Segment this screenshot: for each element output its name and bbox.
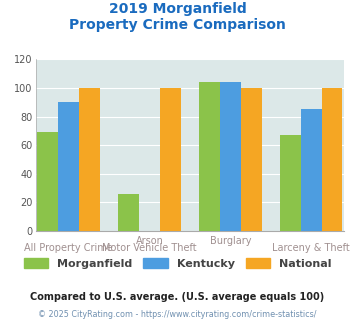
Bar — [241, 88, 262, 231]
Text: Larceny & Theft: Larceny & Theft — [272, 243, 350, 252]
Bar — [160, 88, 181, 231]
Text: 2019 Morganfield: 2019 Morganfield — [109, 2, 246, 16]
Text: © 2025 CityRating.com - https://www.cityrating.com/crime-statistics/: © 2025 CityRating.com - https://www.city… — [38, 310, 317, 319]
Text: All Property Crime: All Property Crime — [24, 243, 113, 252]
Text: Property Crime Comparison: Property Crime Comparison — [69, 18, 286, 32]
Text: Burglary: Burglary — [209, 236, 251, 246]
Bar — [301, 110, 322, 231]
Text: Arson: Arson — [136, 236, 163, 246]
Bar — [79, 88, 100, 231]
Legend: Morganfield, Kentucky, National: Morganfield, Kentucky, National — [19, 253, 336, 273]
Bar — [58, 102, 79, 231]
Text: Compared to U.S. average. (U.S. average equals 100): Compared to U.S. average. (U.S. average … — [31, 292, 324, 302]
Bar — [322, 88, 343, 231]
Bar — [199, 82, 220, 231]
Bar — [37, 132, 58, 231]
Bar — [280, 135, 301, 231]
Text: Motor Vehicle Theft: Motor Vehicle Theft — [102, 243, 197, 252]
Bar — [220, 82, 241, 231]
Bar — [118, 194, 139, 231]
